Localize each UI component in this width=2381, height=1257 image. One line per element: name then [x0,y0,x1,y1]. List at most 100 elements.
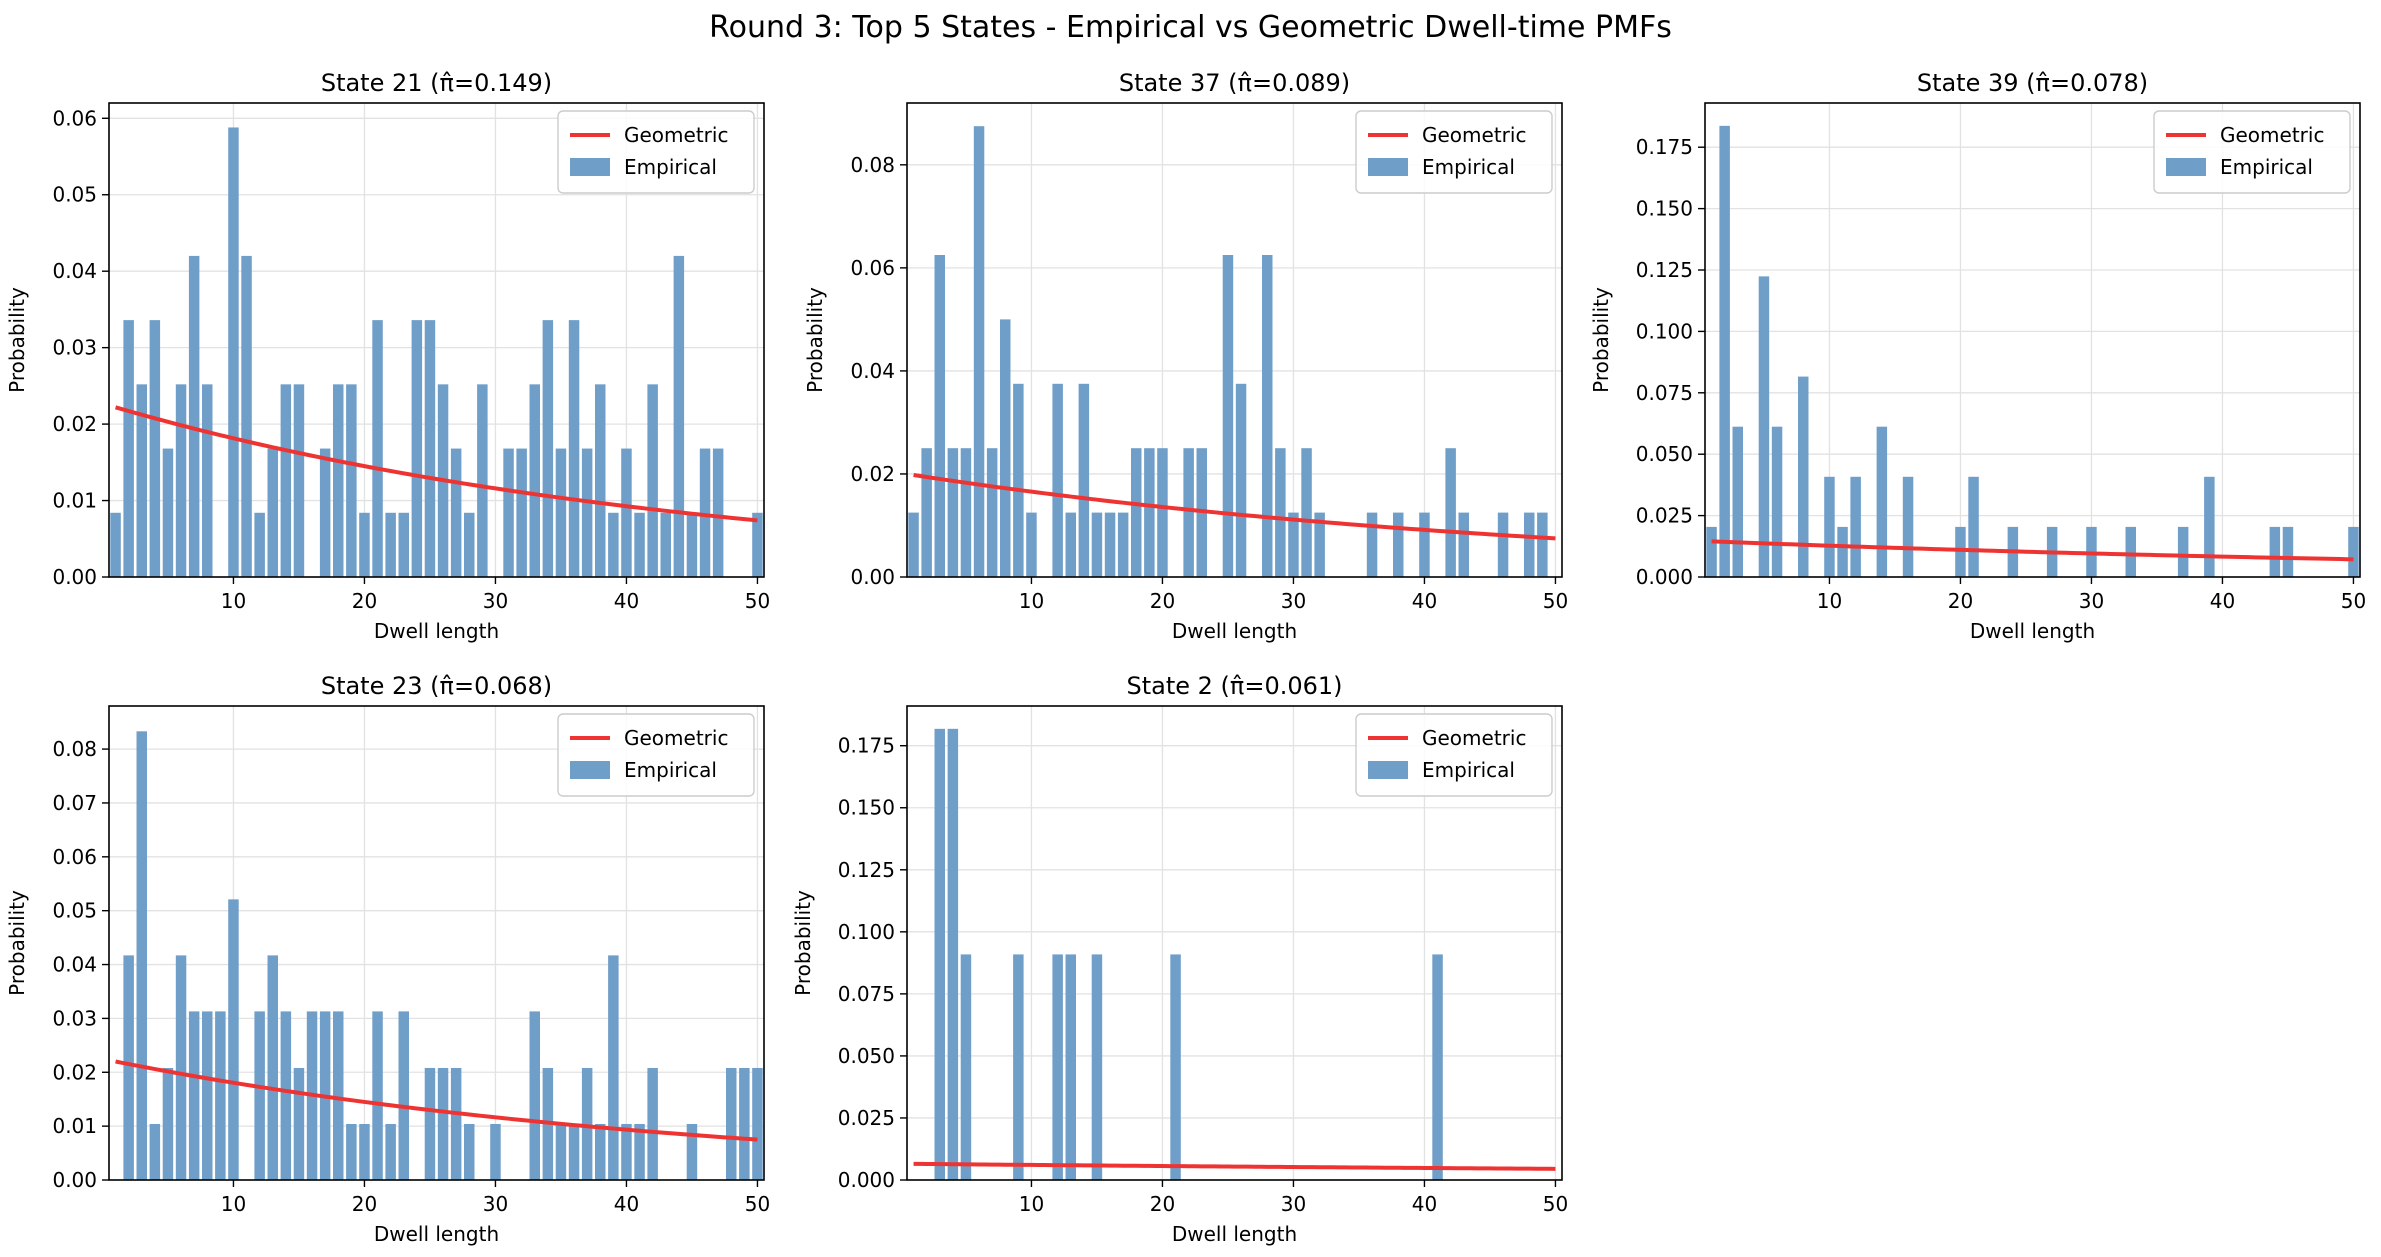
y-axis-label: Probability [791,890,815,996]
y-tick-label: 0.150 [838,796,895,820]
empirical-bar [960,448,972,577]
y-tick-label: 0.02 [850,462,895,486]
empirical-bar [752,512,763,577]
empirical-bar [1078,383,1090,577]
x-tick-label: 20 [352,589,377,613]
legend-empirical-swatch [1368,158,1408,176]
empirical-bar [516,448,527,577]
subplot-5: 10 20 30 40 50 0.000 0.025 0.050 0.075 0.100 0.125… [791,672,1568,1246]
empirical-bar [1837,526,1848,577]
empirical-bar [1458,512,1469,577]
subplot-title: State 23 (π̂=0.068) [321,672,552,700]
empirical-bar [398,512,409,577]
empirical-bar [293,1067,305,1180]
empirical-bar [581,1067,593,1180]
empirical-bar [1091,954,1103,1180]
empirical-bar [188,255,200,577]
empirical-bar [1719,125,1730,577]
empirical-bar [634,512,645,577]
empirical-bar [2348,526,2359,577]
empirical-bar [647,384,658,577]
empirical-bar [973,126,985,577]
empirical-bar [2177,526,2189,577]
empirical-bar [1366,512,1378,577]
legend-empirical-swatch [570,158,610,176]
empirical-bar [188,1011,200,1180]
y-tick-label: 0.025 [838,1106,895,1130]
empirical-bar [372,320,383,577]
empirical-bar [267,955,278,1180]
empirical-bar [1170,954,1181,1180]
empirical-bar [568,320,580,577]
empirical-bar [450,448,462,577]
empirical-bar [1301,448,1312,577]
empirical-bar [2204,476,2215,577]
empirical-bar [372,1011,383,1180]
legend-geometric-label: Geometric [1422,726,1526,750]
x-tick-label: 40 [614,1192,639,1216]
legend-geometric-label: Geometric [2220,123,2324,147]
subplot-title: State 21 (π̂=0.149) [321,69,552,97]
empirical-bar [1235,383,1247,577]
y-tick-label: 0.06 [850,256,895,280]
empirical-bar [162,448,174,577]
empirical-bar [398,1011,409,1180]
empirical-bar [333,1011,344,1180]
subplot-2: 10 20 30 40 50 0.00 0.02 0.04 0.06 0.08 State 37 (… [803,69,1568,643]
empirical-bar [450,1067,462,1180]
empirical-bar [986,448,998,577]
empirical-bar [686,512,698,577]
x-tick-label: 30 [2079,589,2104,613]
empirical-bar [1393,512,1404,577]
x-tick-label: 50 [1543,589,1568,613]
empirical-bar [202,384,213,577]
x-tick-label: 50 [745,1192,770,1216]
empirical-bar [333,384,344,577]
empirical-bar [1706,526,1717,577]
empirical-bar [595,1123,606,1180]
figure-title: Round 3: Top 5 States - Empirical vs Geo… [709,10,1672,45]
y-tick-label: 0.150 [1636,197,1693,221]
empirical-bar [1824,476,1835,577]
empirical-bar [555,1123,567,1180]
x-tick-label: 10 [1817,589,1842,613]
empirical-bar [1000,319,1011,577]
y-tick-label: 0.06 [52,106,97,130]
empirical-bar [464,512,475,577]
axes-frame [906,705,1563,1181]
empirical-bar [712,448,724,577]
x-tick-label: 30 [483,589,508,613]
empirical-bar [947,448,959,577]
empirical-bar [359,512,370,577]
legend-geometric-label: Geometric [624,726,728,750]
empirical-bar [437,1067,449,1180]
y-tick-label: 0.100 [838,920,895,944]
empirical-bar [136,731,147,1180]
empirical-bar [542,320,554,577]
empirical-bar [202,1011,213,1180]
legend-empirical-label: Empirical [1422,155,1515,179]
y-tick-label: 0.175 [1636,135,1693,159]
empirical-bar [241,255,252,577]
legend-empirical-label: Empirical [1422,758,1515,782]
empirical-bar [1497,512,1509,577]
x-tick-label: 10 [1019,589,1044,613]
x-tick-label: 40 [614,589,639,613]
empirical-bar [162,1067,174,1180]
y-tick-label: 0.01 [52,1114,97,1138]
x-tick-label: 30 [483,1192,508,1216]
empirical-bar [1183,448,1194,577]
empirical-bar [293,384,305,577]
empirical-bar [1902,476,1914,577]
empirical-bar [175,955,187,1180]
legend: Geometric Empirical [557,110,755,194]
empirical-bar [1013,383,1024,577]
empirical-bar [660,512,671,577]
y-tick-label: 0.06 [52,845,97,869]
x-tick-label: 10 [1019,1192,1044,1216]
legend-empirical-label: Empirical [624,155,717,179]
empirical-bar [608,512,619,577]
empirical-bar [2125,526,2136,577]
empirical-bar [490,1123,501,1180]
